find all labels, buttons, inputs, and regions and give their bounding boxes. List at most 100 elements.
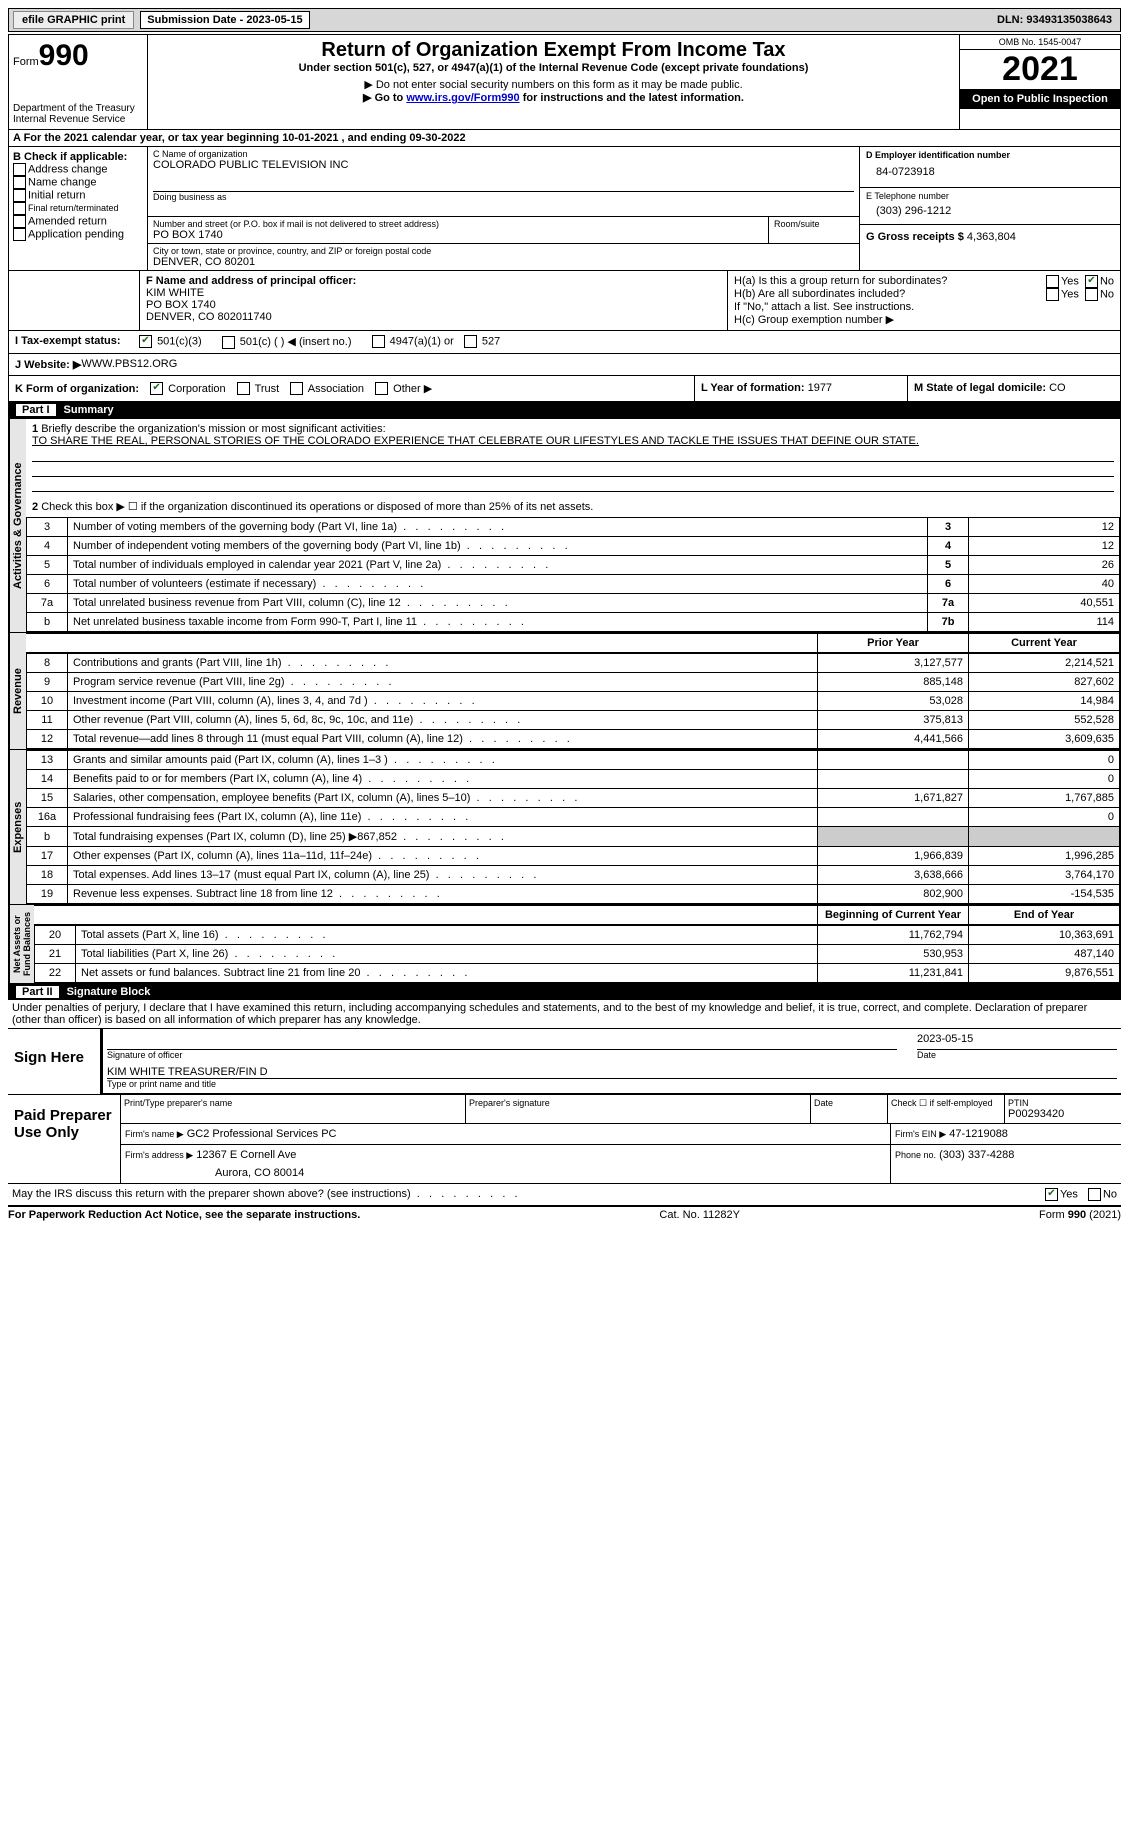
g-label: G Gross receipts $	[866, 231, 964, 243]
row-py	[818, 770, 969, 789]
part2-header: Part II Signature Block	[8, 984, 1121, 1000]
row-val: 114	[969, 613, 1120, 632]
row-desc: Other revenue (Part VIII, column (A), li…	[68, 711, 818, 730]
row-box: 5	[928, 556, 969, 575]
row-desc: Total unrelated business revenue from Pa…	[68, 594, 928, 613]
row-num: 19	[27, 885, 68, 904]
hb-no[interactable]: No	[1085, 288, 1114, 301]
yes-label2: Yes	[1061, 288, 1079, 300]
efile-print[interactable]: efile GRAPHIC print	[13, 11, 134, 29]
vlabel-ag: Activities & Governance	[9, 419, 26, 632]
row-py: 4,441,566	[818, 730, 969, 749]
website: WWW.PBS12.ORG	[81, 358, 177, 371]
vlabel-exp: Expenses	[9, 750, 26, 904]
hb-yes[interactable]: Yes	[1046, 288, 1079, 301]
e-label: E Telephone number	[866, 191, 1114, 201]
chk-name[interactable]: Name change	[13, 176, 143, 189]
main-identity-block: B Check if applicable: Address change Na…	[8, 147, 1121, 271]
chk-initial-label: Initial return	[28, 189, 85, 201]
row-cy	[969, 827, 1120, 847]
d-label: D Employer identification number	[866, 150, 1114, 160]
ha-no[interactable]: No	[1085, 275, 1114, 288]
row-val: 12	[969, 537, 1120, 556]
section-a: A For the 2021 calendar year, or tax yea…	[8, 130, 1121, 147]
chk-pending-label: Application pending	[28, 228, 124, 240]
sig-date: 2023-05-15	[917, 1033, 1117, 1050]
row-py	[818, 751, 969, 770]
chk-amended[interactable]: Amended return	[13, 215, 143, 228]
discuss-no[interactable]: No	[1088, 1188, 1117, 1201]
phone: (303) 296-1212	[866, 201, 1114, 221]
cat-no: Cat. No. 11282Y	[659, 1209, 740, 1221]
row-cy: 2,214,521	[969, 654, 1120, 673]
city-label: City or town, state or province, country…	[153, 246, 854, 256]
ts-4947[interactable]: 4947(a)(1) or	[372, 335, 454, 349]
rev-table: 8 Contributions and grants (Part VIII, l…	[26, 653, 1120, 749]
k-assoc[interactable]: Association	[290, 383, 364, 395]
k-other[interactable]: Other ▶	[375, 383, 432, 395]
ts-501c3[interactable]: 501(c)(3)	[139, 335, 202, 349]
check-self[interactable]: Check ☐ if self-employed	[888, 1095, 1005, 1123]
firm-phone: (303) 337-4288	[939, 1149, 1014, 1161]
row-desc: Net assets or fund balances. Subtract li…	[76, 964, 818, 983]
form-header: Form990 Department of the Treasury Inter…	[8, 34, 1121, 130]
m-label: M State of legal domicile:	[914, 382, 1046, 394]
k-trust[interactable]: Trust	[237, 383, 280, 395]
part1-no: Part I	[16, 404, 56, 416]
ts-527-label: 527	[482, 335, 500, 347]
chk-initial[interactable]: Initial return	[13, 189, 143, 202]
yes-label: Yes	[1061, 275, 1079, 287]
row-num: 9	[27, 673, 68, 692]
part1-header: Part I Summary	[8, 402, 1121, 418]
sign-here: Sign Here	[8, 1029, 100, 1094]
row-num: 4	[27, 537, 68, 556]
row-num: 15	[27, 789, 68, 808]
row-box: 6	[928, 575, 969, 594]
row-num: 12	[27, 730, 68, 749]
ha-yes[interactable]: Yes	[1046, 275, 1079, 288]
na-table: 20 Total assets (Part X, line 16)11,762,…	[34, 925, 1120, 983]
part2-no: Part II	[16, 986, 59, 998]
firm-ein: 47-1219088	[949, 1128, 1008, 1140]
eoy-label: End of Year	[969, 906, 1120, 925]
chk-amended-label: Amended return	[28, 215, 107, 227]
k-corp[interactable]: Corporation	[150, 383, 226, 395]
tax-year: 2021	[960, 50, 1120, 89]
discuss-text: May the IRS discuss this return with the…	[12, 1188, 411, 1200]
row-cy: 3,609,635	[969, 730, 1120, 749]
row-num: 16a	[27, 808, 68, 827]
row-desc: Number of independent voting members of …	[68, 537, 928, 556]
ts-527[interactable]: 527	[464, 335, 500, 349]
irs-label: Internal Revenue Service	[13, 114, 143, 125]
officer-addr2: DENVER, CO 802011740	[146, 311, 721, 323]
chk-pending[interactable]: Application pending	[13, 228, 143, 241]
irs-link[interactable]: www.irs.gov/Form990	[406, 92, 519, 104]
b-label: B Check if applicable:	[13, 151, 143, 163]
ts-501c3-label: 501(c)(3)	[157, 335, 202, 347]
line1-text: TO SHARE THE REAL, PERSONAL STORIES OF T…	[32, 435, 919, 447]
row-py: 530,953	[818, 945, 969, 964]
row-desc: Total revenue—add lines 8 through 11 (mu…	[68, 730, 818, 749]
row-cy: 0	[969, 751, 1120, 770]
discuss-yes-label: Yes	[1060, 1189, 1078, 1201]
row-py: 885,148	[818, 673, 969, 692]
k-trust-label: Trust	[255, 383, 280, 395]
chk-final[interactable]: Final return/terminated	[13, 202, 143, 215]
row-desc: Total liabilities (Part X, line 26)	[76, 945, 818, 964]
chk-address[interactable]: Address change	[13, 163, 143, 176]
h-c: H(c) Group exemption number ▶	[734, 313, 1114, 326]
dln: DLN: 93493135038643	[997, 14, 1120, 26]
org-city: DENVER, CO 80201	[153, 256, 854, 268]
firm-addr-label: Firm's address ▶	[125, 1150, 193, 1160]
boy-label: Beginning of Current Year	[818, 906, 969, 925]
row-num: b	[27, 827, 68, 847]
discuss-yes[interactable]: Yes	[1045, 1188, 1078, 1201]
ts-501c[interactable]: 501(c) ( ) ◀ (insert no.)	[222, 335, 352, 349]
chk-name-label: Name change	[28, 176, 97, 188]
no-label2: No	[1100, 288, 1114, 300]
row-desc: Salaries, other compensation, employee b…	[68, 789, 818, 808]
row-py: 1,671,827	[818, 789, 969, 808]
omb: OMB No. 1545-0047	[960, 35, 1120, 50]
sig-date-label: Date	[917, 1050, 1117, 1060]
typed-label: Type or print name and title	[107, 1079, 1117, 1089]
